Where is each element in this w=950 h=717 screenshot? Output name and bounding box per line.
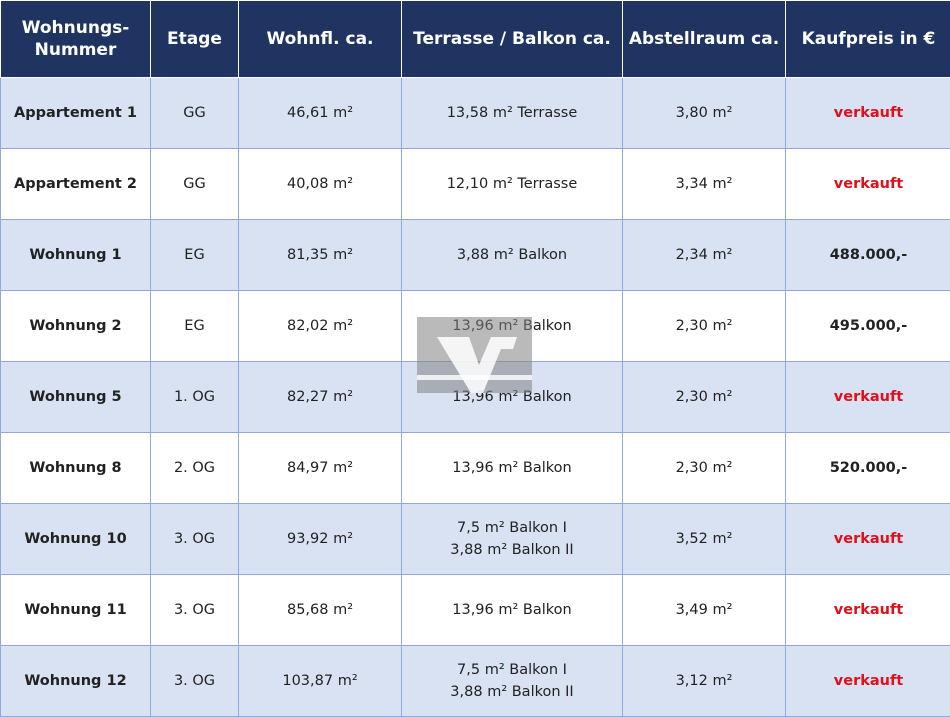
cell-etage: 1. OG — [151, 362, 239, 433]
cell-etage: 3. OG — [151, 504, 239, 575]
cell-abstellraum: 2,30 m² — [623, 362, 786, 433]
terrasse-line: 3,88 m² Balkon II — [402, 681, 622, 703]
header-wohnflaeche: Wohnfl. ca. — [239, 1, 402, 78]
cell-kaufpreis: verkauft — [786, 78, 950, 149]
header-line: Nummer — [1, 39, 150, 61]
cell-abstellraum: 3,80 m² — [623, 78, 786, 149]
terrasse-line: 12,10 m² Terrasse — [402, 173, 622, 195]
cell-name: Wohnung 5 — [1, 362, 151, 433]
cell-abstellraum: 3,34 m² — [623, 149, 786, 220]
terrasse-line: 13,96 m² Balkon — [402, 315, 622, 337]
cell-abstellraum: 2,30 m² — [623, 433, 786, 504]
cell-etage: GG — [151, 78, 239, 149]
cell-wohnflaeche: 84,97 m² — [239, 433, 402, 504]
cell-name: Wohnung 2 — [1, 291, 151, 362]
terrasse-line: 3,88 m² Balkon II — [402, 539, 622, 561]
cell-kaufpreis: verkauft — [786, 362, 950, 433]
cell-terrasse-balkon: 13,96 m² Balkon — [402, 291, 623, 362]
cell-abstellraum: 3,52 m² — [623, 504, 786, 575]
cell-terrasse-balkon: 3,88 m² Balkon — [402, 220, 623, 291]
header-terrasse-balkon: Terrasse / Balkon ca. — [402, 1, 623, 78]
cell-name: Wohnung 10 — [1, 504, 151, 575]
cell-kaufpreis: verkauft — [786, 575, 950, 646]
header-wohnungsnummer: Wohnungs-Nummer — [1, 1, 151, 78]
cell-etage: EG — [151, 220, 239, 291]
cell-kaufpreis: verkauft — [786, 646, 950, 717]
cell-wohnflaeche: 40,08 m² — [239, 149, 402, 220]
cell-abstellraum: 3,12 m² — [623, 646, 786, 717]
terrasse-line: 7,5 m² Balkon I — [402, 659, 622, 681]
cell-wohnflaeche: 82,27 m² — [239, 362, 402, 433]
cell-name: Wohnung 1 — [1, 220, 151, 291]
cell-name: Appartement 2 — [1, 149, 151, 220]
cell-kaufpreis: verkauft — [786, 149, 950, 220]
cell-wohnflaeche: 93,92 m² — [239, 504, 402, 575]
cell-terrasse-balkon: 13,96 m² Balkon — [402, 362, 623, 433]
terrasse-line: 13,96 m² Balkon — [402, 386, 622, 408]
cell-etage: EG — [151, 291, 239, 362]
header-abstellraum: Abstellraum ca. — [623, 1, 786, 78]
header-kaufpreis: Kaufpreis in € — [786, 1, 950, 78]
cell-name: Appartement 1 — [1, 78, 151, 149]
cell-wohnflaeche: 82,02 m² — [239, 291, 402, 362]
cell-wohnflaeche: 85,68 m² — [239, 575, 402, 646]
cell-name: Wohnung 8 — [1, 433, 151, 504]
cell-kaufpreis: verkauft — [786, 504, 950, 575]
cell-terrasse-balkon: 13,96 m² Balkon — [402, 433, 623, 504]
cell-etage: 2. OG — [151, 433, 239, 504]
cell-etage: 3. OG — [151, 646, 239, 717]
cell-wohnflaeche: 46,61 m² — [239, 78, 402, 149]
cell-terrasse-balkon: 13,96 m² Balkon — [402, 575, 623, 646]
header-line: Wohnungs- — [1, 17, 150, 39]
terrasse-line: 13,96 m² Balkon — [402, 599, 622, 621]
cell-name: Wohnung 12 — [1, 646, 151, 717]
cell-wohnflaeche: 81,35 m² — [239, 220, 402, 291]
cell-abstellraum: 2,30 m² — [623, 291, 786, 362]
cell-name: Wohnung 11 — [1, 575, 151, 646]
cell-wohnflaeche: 103,87 m² — [239, 646, 402, 717]
terrasse-line: 13,96 m² Balkon — [402, 457, 622, 479]
cell-abstellraum: 2,34 m² — [623, 220, 786, 291]
cell-terrasse-balkon: 12,10 m² Terrasse — [402, 149, 623, 220]
header-etage: Etage — [151, 1, 239, 78]
terrasse-line: 3,88 m² Balkon — [402, 244, 622, 266]
cell-etage: 3. OG — [151, 575, 239, 646]
cell-etage: GG — [151, 149, 239, 220]
cell-kaufpreis: 495.000,- — [786, 291, 950, 362]
cell-terrasse-balkon: 13,58 m² Terrasse — [402, 78, 623, 149]
cell-abstellraum: 3,49 m² — [623, 575, 786, 646]
cell-kaufpreis: 520.000,- — [786, 433, 950, 504]
cell-kaufpreis: 488.000,- — [786, 220, 950, 291]
terrasse-line: 13,58 m² Terrasse — [402, 102, 622, 124]
terrasse-line: 7,5 m² Balkon I — [402, 517, 622, 539]
